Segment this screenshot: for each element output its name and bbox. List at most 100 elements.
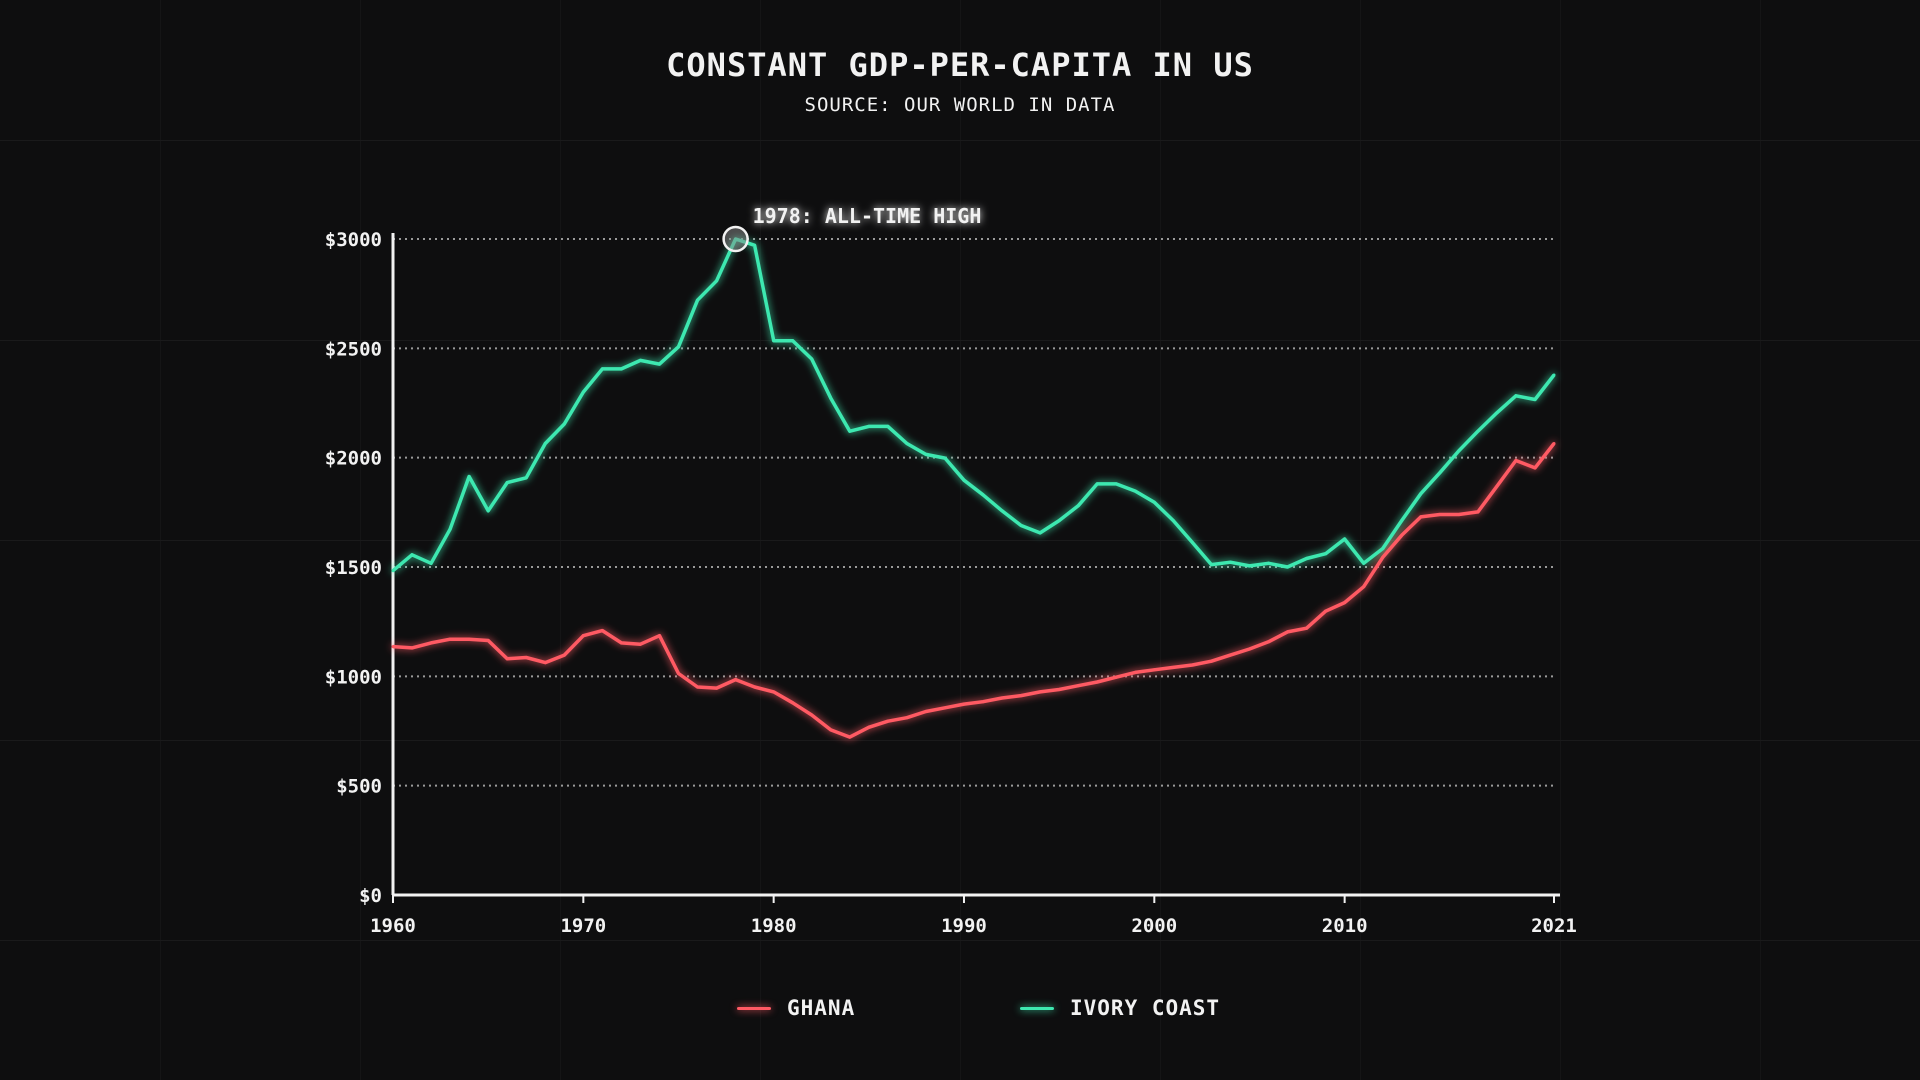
- data-point: [619, 367, 623, 371]
- chart-title: CONSTANT GDP-PER-CAPITA IN US: [666, 46, 1254, 84]
- data-point: [1438, 513, 1442, 517]
- data-point: [1133, 670, 1137, 674]
- data-point: [1419, 515, 1423, 519]
- data-point: [1247, 564, 1251, 568]
- data-point: [1114, 675, 1118, 679]
- data-point: [1228, 560, 1232, 564]
- data-point: [600, 367, 604, 371]
- data-point: [962, 702, 966, 706]
- data-point: [1019, 694, 1023, 698]
- x-tick-label: 1990: [941, 915, 987, 937]
- data-point: [905, 441, 909, 445]
- data-point: [1000, 509, 1004, 513]
- data-point: [981, 493, 985, 497]
- series-line-ivory-coast: [391, 237, 1556, 573]
- data-point: [1057, 519, 1061, 523]
- x-tick-label: 1980: [751, 915, 797, 937]
- data-point: [1247, 647, 1251, 651]
- data-point: [715, 686, 719, 690]
- data-point: [791, 339, 795, 343]
- data-point: [848, 735, 852, 739]
- data-point: [1305, 556, 1309, 560]
- data-point: [1343, 537, 1347, 541]
- data-point: [657, 634, 661, 638]
- data-point: [486, 509, 490, 513]
- data-point: [562, 653, 566, 657]
- data-point: [581, 390, 585, 394]
- data-point: [905, 716, 909, 720]
- legend-label-ivory-coast: IVORY COAST: [1070, 996, 1221, 1020]
- data-point: [448, 527, 452, 531]
- y-tick-label: $1000: [325, 666, 382, 688]
- data-point: [505, 481, 509, 485]
- data-point: [1038, 690, 1042, 694]
- data-point: [429, 561, 433, 565]
- x-tick-label: 2000: [1131, 915, 1177, 937]
- x-tick-label: 2010: [1322, 915, 1368, 937]
- data-point: [962, 478, 966, 482]
- data-point: [810, 357, 814, 361]
- data-point: [715, 279, 719, 283]
- y-tick-label: $500: [336, 776, 382, 798]
- data-point: [1552, 441, 1556, 445]
- legend-swatch-ghana: [737, 1006, 771, 1010]
- data-point: [1152, 500, 1156, 504]
- data-point: [753, 685, 757, 689]
- annotation-marker: [722, 225, 749, 253]
- data-point: [1514, 394, 1518, 398]
- data-point: [1286, 565, 1290, 569]
- legend-swatch-ivory-coast: [1020, 1006, 1054, 1010]
- y-tick-label: $0: [359, 885, 382, 907]
- data-point: [1190, 663, 1194, 667]
- data-point: [638, 358, 642, 362]
- data-point: [581, 634, 585, 638]
- data-point: [467, 474, 471, 478]
- data-point: [1362, 561, 1366, 565]
- y-tick-label: $3000: [325, 229, 382, 251]
- data-point: [829, 728, 833, 732]
- x-tick-label: 1970: [560, 915, 606, 937]
- data-point: [1343, 601, 1347, 605]
- legend-label-ghana: GHANA: [787, 996, 856, 1020]
- data-point: [524, 476, 528, 480]
- data-point: [1324, 609, 1328, 613]
- x-tick-label: 2021: [1531, 915, 1577, 937]
- data-point: [1400, 533, 1404, 537]
- data-point: [1171, 665, 1175, 669]
- data-point: [943, 706, 947, 710]
- data-point: [1419, 492, 1423, 496]
- data-point: [1381, 547, 1385, 551]
- data-point: [1209, 659, 1213, 663]
- data-point: [791, 701, 795, 705]
- data-point: [1171, 519, 1175, 523]
- data-point: [1495, 411, 1499, 415]
- data-point: [1057, 687, 1061, 691]
- data-point: [467, 637, 471, 641]
- data-point: [1038, 531, 1042, 535]
- data-point: [1095, 482, 1099, 486]
- data-point: [638, 642, 642, 646]
- data-point: [505, 657, 509, 661]
- data-point: [1133, 489, 1137, 493]
- data-point: [1457, 513, 1461, 517]
- data-point: [1095, 680, 1099, 684]
- data-point: [657, 362, 661, 366]
- data-point: [772, 339, 776, 343]
- data-point: [524, 656, 528, 660]
- data-point: [1228, 653, 1232, 657]
- data-point: [1114, 482, 1118, 486]
- legend-item-ghana: GHANA: [737, 996, 855, 1020]
- x-tick-label: 1960: [370, 915, 416, 937]
- data-point: [562, 422, 566, 426]
- data-point: [981, 700, 985, 704]
- data-point: [810, 713, 814, 717]
- data-point: [1190, 541, 1194, 545]
- data-point: [1533, 466, 1537, 470]
- data-point: [1000, 696, 1004, 700]
- series-line-ghana: [392, 442, 1556, 739]
- data-point: [391, 569, 395, 573]
- data-point: [1476, 510, 1480, 514]
- data-point: [429, 641, 433, 645]
- chart-subtitle: SOURCE: OUR WORLD IN DATA: [804, 94, 1116, 116]
